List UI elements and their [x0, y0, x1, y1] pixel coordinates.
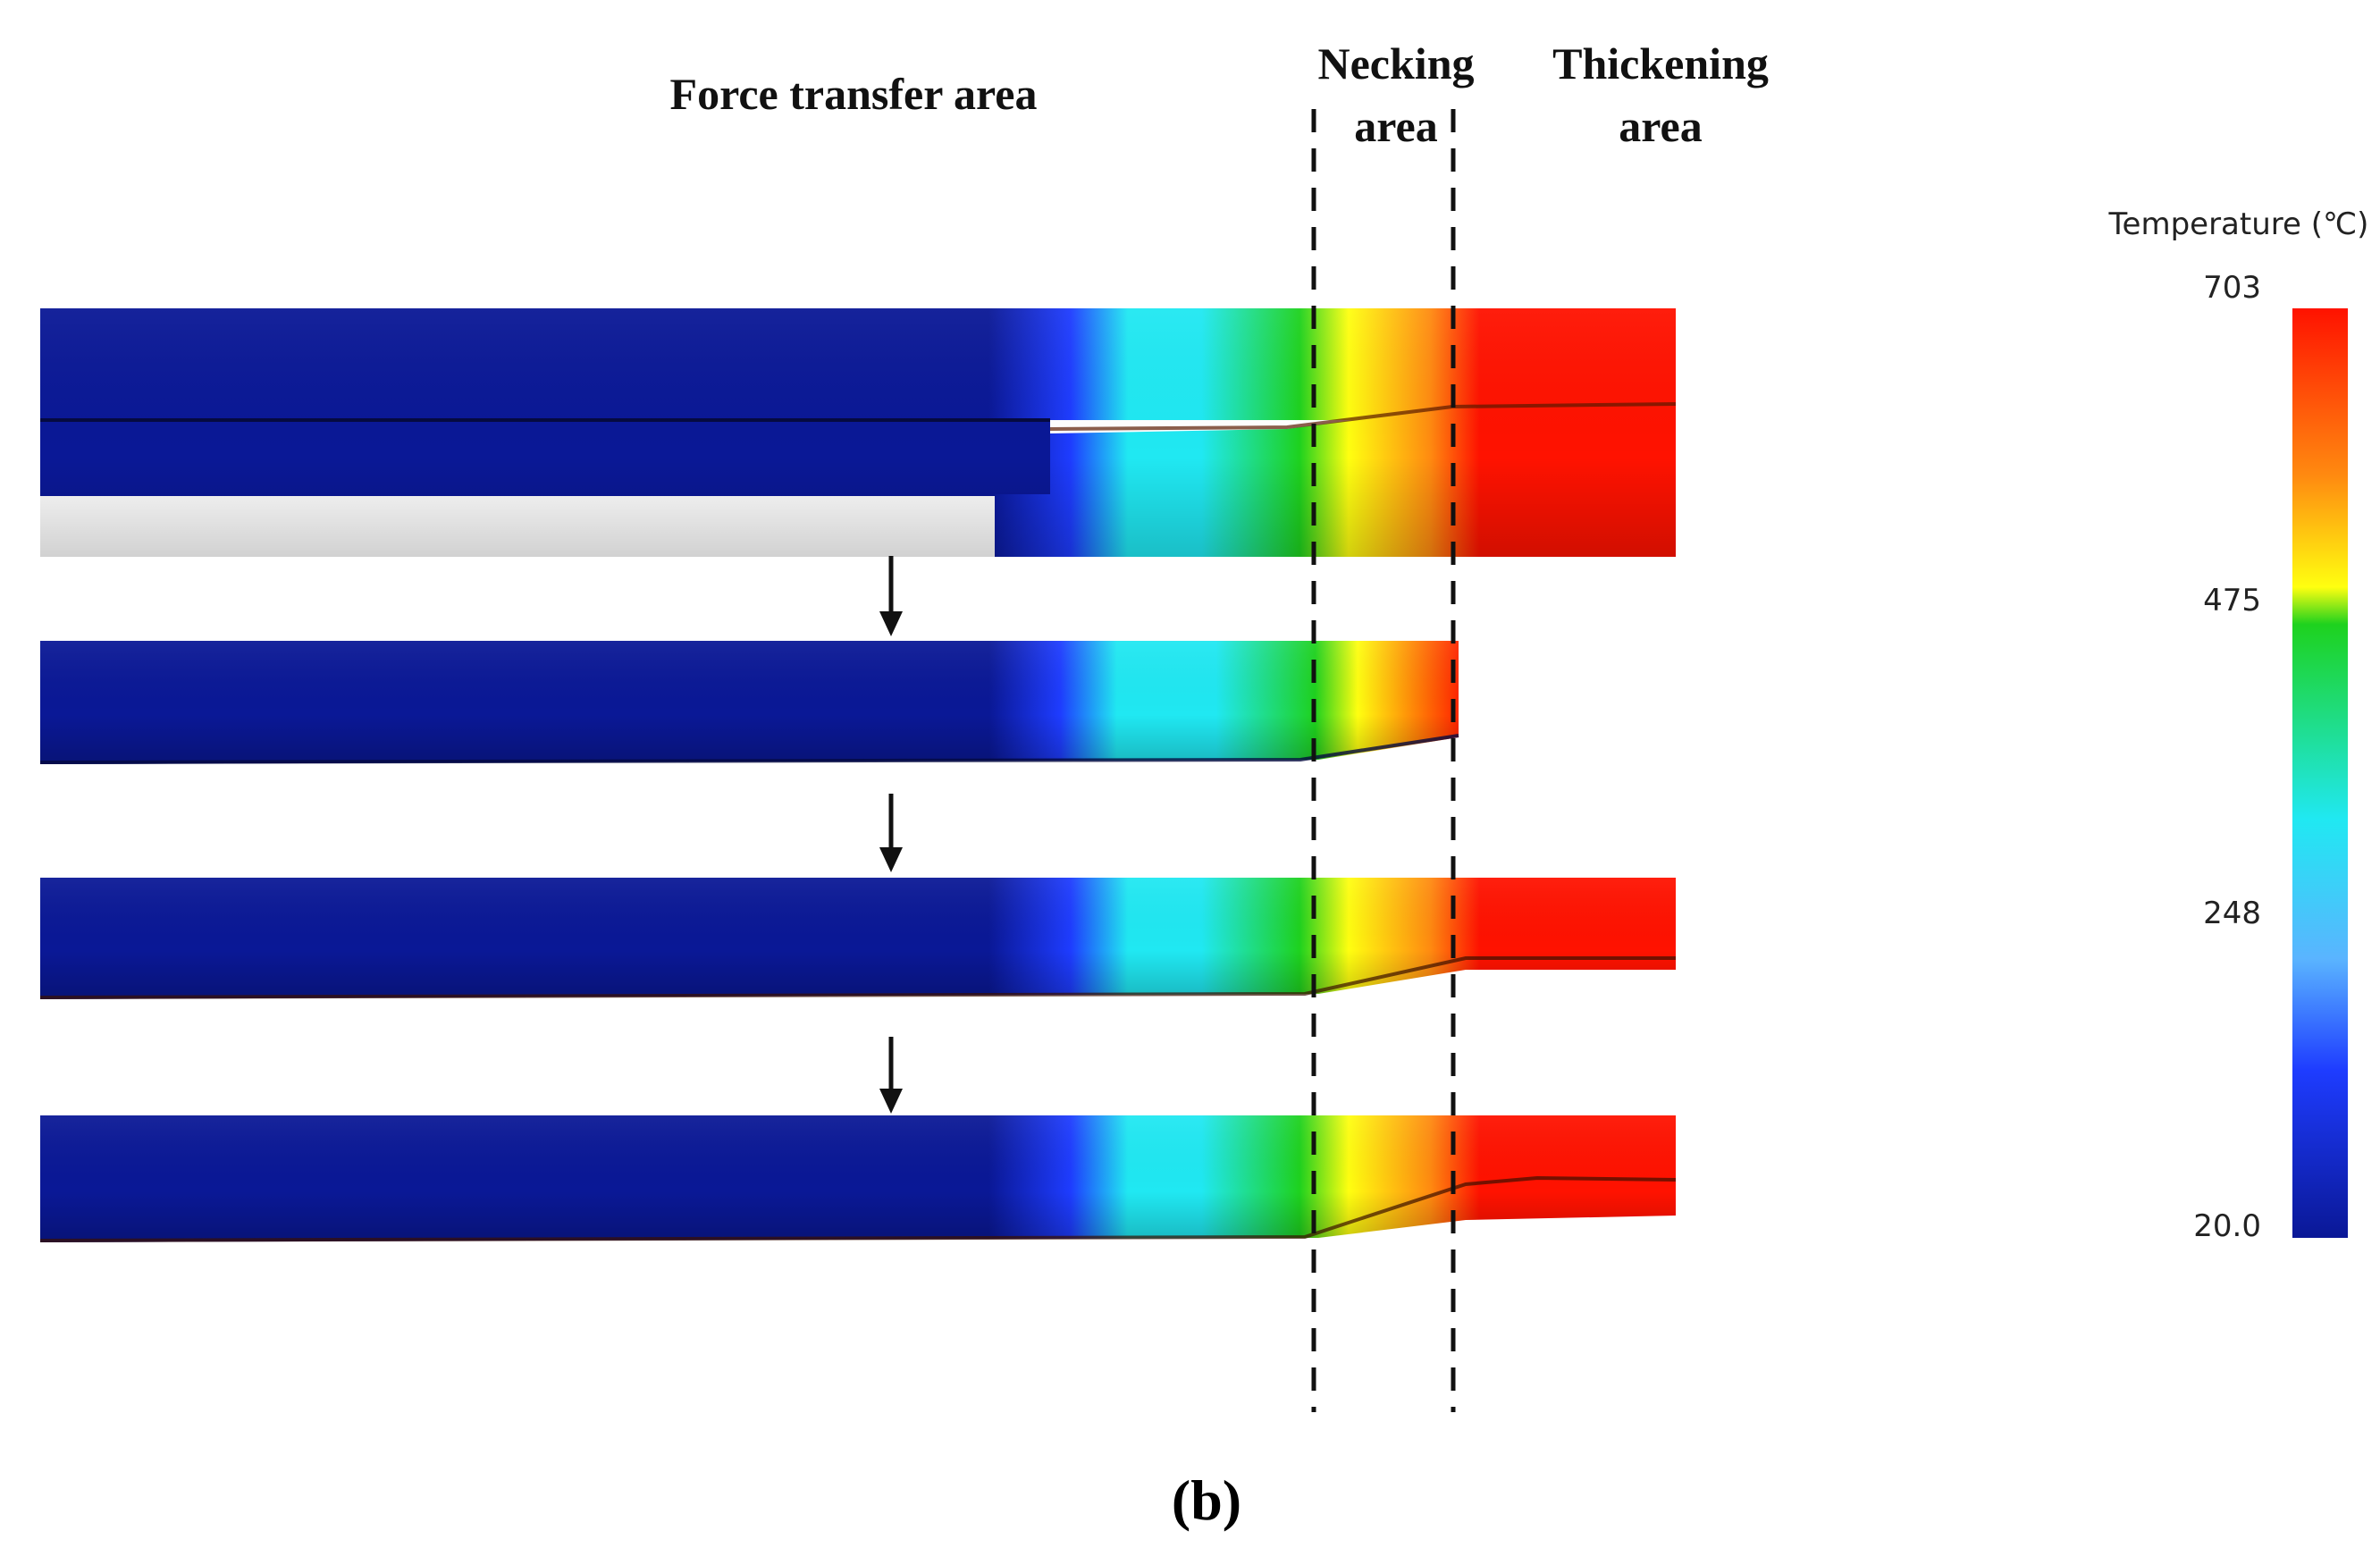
force-transfer-label: Force transfer area [670, 69, 1038, 119]
stage-3-bar [39, 878, 1676, 999]
legend-color-scale [2292, 308, 2348, 1238]
necking-label-line2: area [1354, 101, 1437, 151]
down-arrow-3 [879, 1037, 903, 1114]
stage-1-bar [40, 308, 1677, 557]
down-arrow-2 [879, 794, 903, 872]
thickening-label-line1: Thickening [1552, 38, 1769, 88]
down-arrow-1 [879, 556, 903, 636]
stage-4-bar [39, 1115, 1677, 1242]
legend-title: Temperature (℃) [2108, 206, 2369, 242]
legend-tick-20: 20.0 [2193, 1208, 2261, 1244]
legend-tick-703: 703 [2203, 270, 2261, 306]
figure-caption: (b) [1172, 1468, 1241, 1532]
necking-label-line1: Necking [1318, 38, 1475, 88]
legend-tick-248: 248 [2203, 896, 2261, 931]
thickening-label-line2: area [1619, 101, 1702, 151]
stage-2-bar [39, 641, 1459, 764]
temperature-legend: Temperature (℃) 703 475 248 20.0 [2108, 206, 2369, 1244]
legend-tick-475: 475 [2203, 583, 2261, 618]
